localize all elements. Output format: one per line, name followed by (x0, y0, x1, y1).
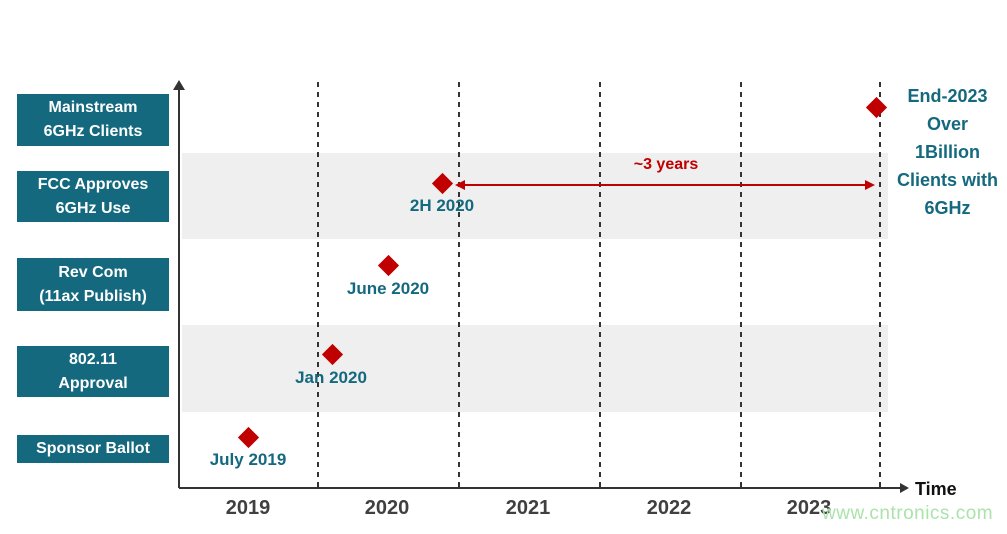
end-2023-annotation: End-2023 Over 1Billion Clients with 6GHz (896, 86, 998, 218)
milestone-label-jan-2020: Jan 2020 (295, 368, 367, 387)
milestone-diamond-july-2019 (237, 426, 260, 449)
x-tick-2022: 2022 (646, 497, 692, 519)
row-label-fcc-approves-6ghz-use: FCC Approves 6GHz Use (17, 171, 169, 222)
x-tick-2020: 2020 (364, 497, 410, 519)
gridline-2021-2022 (599, 82, 601, 488)
x-axis-arrow-icon (900, 483, 909, 493)
row-label-mainstream-6ghz-clients: Mainstream 6GHz Clients (17, 94, 169, 146)
duration-arrow-line (464, 184, 870, 186)
gridline-2022-2023 (740, 82, 742, 488)
x-axis-title: Time (915, 479, 957, 499)
row-band-80211 (182, 325, 888, 412)
milestone-label-june-2020: June 2020 (346, 279, 430, 298)
x-tick-2021: 2021 (505, 497, 551, 519)
row-label-80211-approval: 802.11 Approval (17, 346, 169, 397)
y-axis-line (178, 90, 180, 488)
x-axis-line (179, 487, 901, 489)
gridline-2020-2021 (458, 82, 460, 488)
y-axis-arrow-icon (173, 80, 185, 90)
x-tick-2019: 2019 (225, 497, 271, 519)
gridline-end-2023 (879, 82, 881, 488)
x-tick-2023: 2023 (786, 497, 832, 519)
milestone-label-2h-2020: 2H 2020 (409, 196, 475, 215)
milestone-diamond-end-2023 (865, 96, 888, 119)
milestone-diamond-june-2020 (377, 254, 400, 277)
milestone-label-july-2019: July 2019 (209, 450, 287, 469)
duration-arrow-label: ~3 years (633, 156, 699, 173)
row-band-fcc (182, 153, 888, 239)
row-label-rev-com-11ax-publish: Rev Com (11ax Publish) (17, 258, 169, 311)
watermark: www.cntronics.com (822, 503, 994, 524)
duration-arrow-right-icon (865, 180, 875, 190)
duration-arrow-left-icon (455, 180, 465, 190)
gridline-2019-2020 (317, 82, 319, 488)
row-label-sponsor-ballot: Sponsor Ballot (17, 435, 169, 463)
